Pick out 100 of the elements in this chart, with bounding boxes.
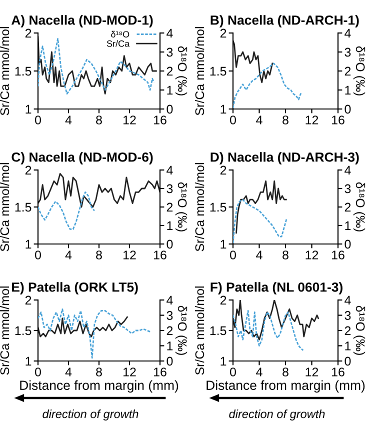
y-tick-label: 1.5 — [15, 326, 32, 336]
y2-tick-label: 1 — [345, 342, 351, 350]
x-tick-label: 8 — [96, 116, 102, 124]
x-tick-label: 0 — [230, 250, 236, 260]
x-tick-label: 8 — [282, 368, 288, 376]
x-tick-label: 0 — [35, 250, 41, 260]
y2-tick-label: 2 — [344, 66, 351, 76]
line-series — [233, 300, 320, 340]
y-tick-label: 2 — [220, 166, 226, 175]
y2-tick-label: 4 — [166, 166, 173, 175]
y2-tick-label: 4 — [344, 296, 351, 305]
y-tick-label: 2 — [25, 296, 32, 305]
line-series — [233, 40, 274, 84]
x-tick-label: 16 — [332, 116, 344, 124]
y2-tick-label: 0 — [344, 104, 351, 114]
text: direction of growth — [42, 409, 138, 421]
y-tick-label: 2 — [220, 28, 226, 38]
chart-title: F) Patella (NL 0601-3) — [210, 282, 342, 294]
y-tick-label: 1 — [220, 104, 226, 114]
y2-tick-label: 0 — [166, 356, 173, 366]
y2-tick-label: 4 — [166, 28, 173, 38]
y-tick-label: 2 — [25, 166, 32, 175]
y2-tick-label: 0 — [344, 356, 351, 366]
y-axis-title: Sr/Ca mmol/mol — [194, 27, 204, 116]
x-tick-label: 4 — [65, 250, 72, 260]
y2-tick-label: 2 — [344, 202, 351, 212]
line-series — [233, 310, 304, 352]
text: direction of growth — [229, 409, 325, 421]
line-series — [38, 316, 128, 338]
x-tick-label: 8 — [96, 250, 102, 260]
chart-title: D) Nacella (ND-ARCH-3) — [210, 152, 359, 164]
x-tick-label: 8 — [282, 116, 288, 124]
x-tick-label: 16 — [154, 368, 166, 376]
x-tick-label: 16 — [154, 116, 166, 124]
y2-tick-label: 3 — [344, 48, 351, 57]
y2-tick-label: 3 — [344, 311, 351, 320]
line-series — [38, 192, 96, 230]
y2-tick-label: 1 — [345, 221, 351, 230]
line-series — [236, 180, 287, 234]
x-tick-label: 12 — [124, 250, 136, 260]
line-series — [38, 308, 152, 359]
y-tick-label: 1.5 — [210, 326, 226, 336]
x-tick-label: 12 — [124, 116, 136, 124]
x-axis-title: Distance from margin (mm) — [20, 380, 178, 393]
x-tick-label: 16 — [154, 250, 166, 260]
y2-tick-label: 0 — [344, 240, 351, 249]
y-axis-title: Sr/Ca mmol/mol — [0, 27, 10, 116]
x-tick-label: 4 — [65, 116, 72, 124]
y-tick-label: 1 — [26, 240, 32, 249]
y-axis-title: Sr/Ca mmol/mol — [194, 163, 204, 252]
y2-tick-label: 3 — [166, 311, 173, 320]
x-tick-label: 0 — [35, 368, 41, 376]
x-axis-title: Distance from margin (mm) — [206, 380, 365, 393]
y-tick-label: 1 — [220, 356, 226, 366]
y2-tick-label: 4 — [344, 166, 351, 175]
line-series — [38, 173, 160, 208]
y-axis-title: Sr/Ca mmol/mol — [0, 286, 10, 375]
x-tick-label: 12 — [124, 368, 136, 376]
y-tick-label: 1.5 — [15, 202, 32, 212]
x-tick-label: 8 — [282, 250, 288, 260]
x-tick-label: 12 — [306, 116, 318, 124]
x-tick-label: 16 — [332, 368, 344, 376]
y2-tick-label: 1 — [167, 86, 173, 95]
y-tick-label: 1.5 — [15, 66, 32, 76]
y-axis-title: Sr/Ca mmol/mol — [0, 163, 10, 252]
y-tick-label: 1 — [26, 356, 32, 366]
y2-tick-label: 4 — [166, 296, 173, 305]
y2-tick-label: 3 — [344, 184, 351, 194]
x-tick-label: 4 — [256, 116, 262, 124]
y2-tick-label: 1 — [167, 221, 173, 230]
chart-title: B) Nacella (ND-ARCH-1) — [210, 15, 359, 28]
y2-tick-label: 2 — [344, 326, 351, 336]
x-tick-label: 4 — [256, 368, 262, 376]
y2-tick-label: 0 — [166, 240, 173, 249]
y2-tick-label: 2 — [166, 202, 173, 212]
y-tick-label: 2 — [220, 296, 226, 305]
y-tick-label: 1.5 — [210, 202, 226, 212]
x-tick-label: 4 — [65, 368, 72, 376]
y-axis-title: Sr/Ca mmol/mol — [194, 286, 204, 375]
y2-axis-title: δ¹⁸O (‰) — [175, 306, 188, 355]
y2-axis-title: δ¹⁸O (‰) — [353, 182, 366, 232]
y2-tick-label: 3 — [166, 184, 173, 194]
y2-tick-label: 3 — [166, 48, 173, 57]
y-tick-label: 2 — [25, 28, 32, 38]
y2-tick-label: 0 — [166, 104, 173, 114]
x-tick-label: 0 — [230, 116, 236, 124]
chart-title: A) Nacella (ND-MOD-1) — [11, 15, 153, 28]
x-tick-label: 4 — [256, 250, 262, 260]
y-tick-label: 1.5 — [210, 66, 226, 76]
chart-title: E) Patella (ORK LT5) — [12, 282, 138, 294]
x-tick-label: 0 — [35, 116, 41, 124]
y2-tick-label: 2 — [166, 326, 173, 336]
y2-tick-label: 1 — [345, 86, 351, 95]
line-series — [233, 198, 288, 244]
y2-tick-label: 2 — [166, 66, 173, 76]
y2-axis-title: δ¹⁸O (‰) — [353, 46, 366, 96]
x-tick-label: 12 — [306, 368, 318, 376]
y2-tick-label: 4 — [344, 28, 351, 38]
y2-tick-label: 1 — [167, 342, 173, 350]
y-tick-label: 1 — [26, 104, 32, 114]
